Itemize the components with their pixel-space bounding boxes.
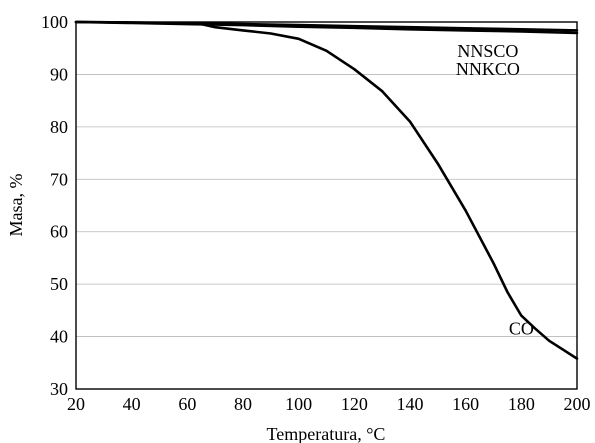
y-tick-label: 100	[41, 12, 68, 32]
x-tick-label: 180	[508, 394, 535, 414]
series-label-nnsco: NNSCO	[457, 41, 518, 61]
y-tick-label: 90	[50, 64, 68, 84]
x-tick-label: 200	[564, 394, 591, 414]
x-tick-label: 20	[67, 394, 85, 414]
series-label-co: CO	[509, 319, 534, 339]
y-tick-label: 40	[50, 327, 68, 347]
grid-lines	[76, 74, 577, 337]
y-tick-label: 30	[50, 379, 68, 399]
x-tick-label: 80	[234, 394, 252, 414]
x-tick-label: 160	[452, 394, 479, 414]
y-tick-label: 60	[50, 222, 68, 242]
series-label-nnkco: NNKCO	[456, 59, 520, 79]
x-tick-label: 60	[178, 394, 196, 414]
x-tick-label: 120	[341, 394, 368, 414]
y-axis-title: Masa, %	[6, 174, 26, 237]
x-tick-label: 40	[123, 394, 141, 414]
x-tick-labels: 20 40 60 80 100 120 140 160 180 200	[67, 394, 591, 414]
series-lines	[74, 20, 579, 360]
y-tick-label: 70	[50, 169, 68, 189]
y-tick-label: 80	[50, 117, 68, 137]
x-tick-label: 140	[397, 394, 424, 414]
y-tick-label: 50	[50, 274, 68, 294]
x-tick-label: 100	[285, 394, 312, 414]
y-tick-labels: 30 40 50 60 70 80 90 100	[41, 12, 68, 399]
x-axis-title: Temperatura, °C	[267, 424, 386, 443]
series-line-co	[74, 20, 579, 360]
plot-frame	[75, 21, 578, 390]
